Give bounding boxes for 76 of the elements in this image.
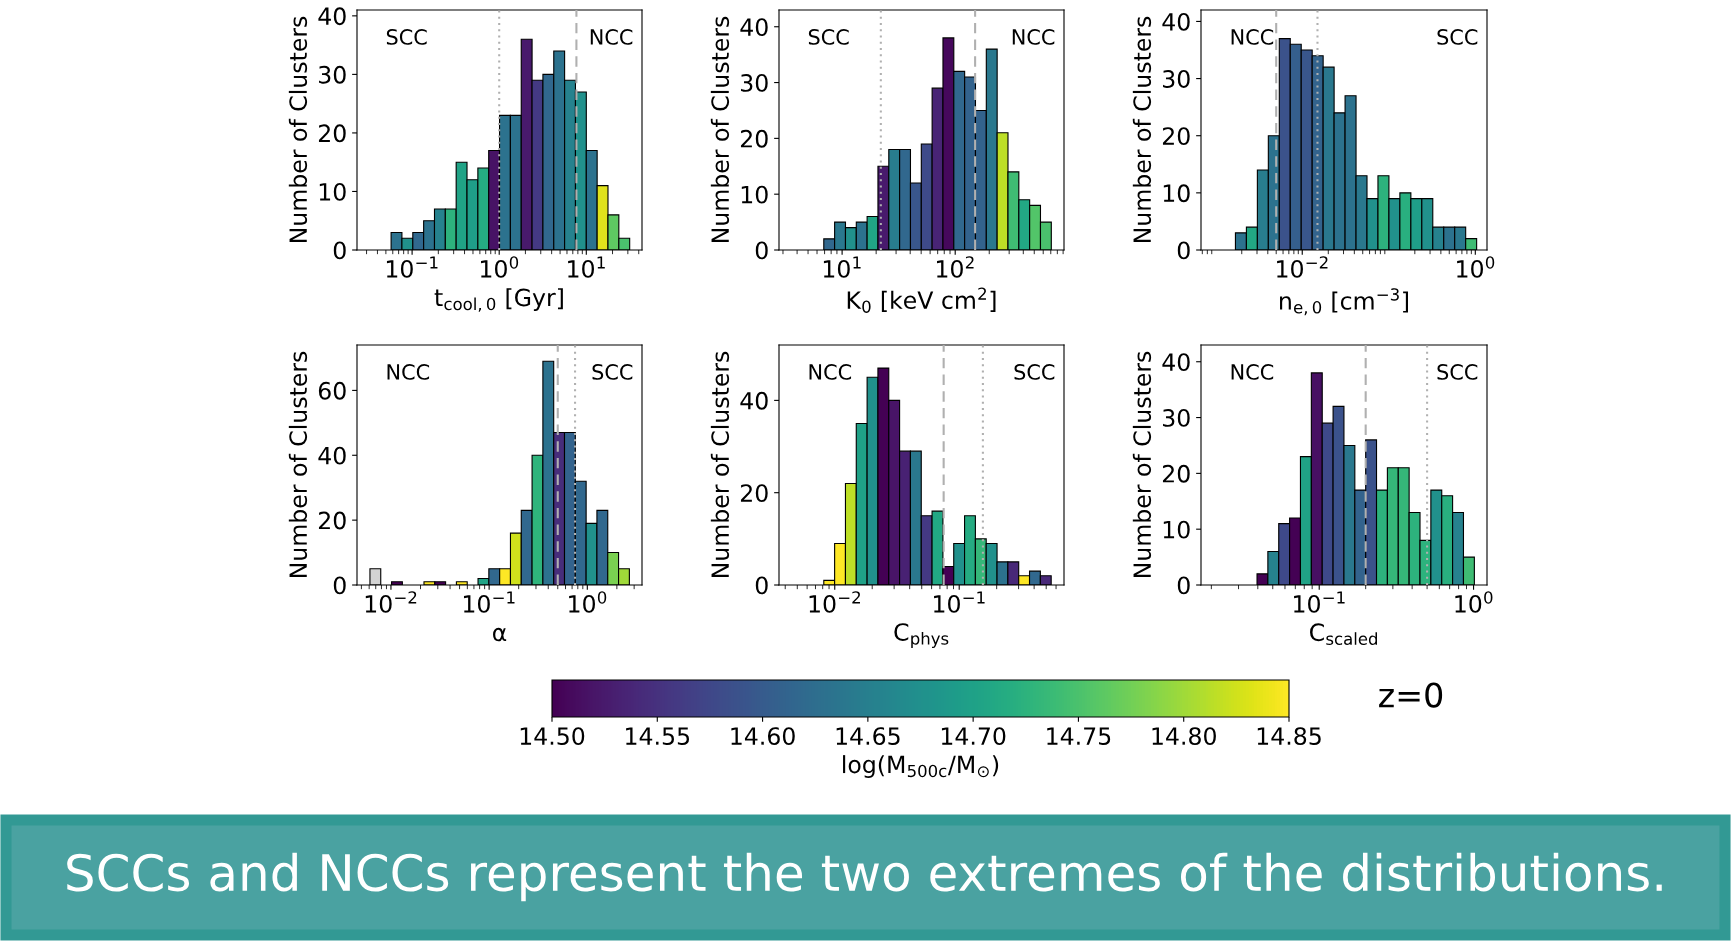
y-tick-label: 30: [319, 65, 346, 84]
y-tick-label: 20: [318, 124, 346, 143]
y-tick-label: 60: [318, 381, 346, 400]
x-tick-label: 10$^{−1}$: [934, 591, 985, 613]
x-tick-label: 10$^{0}$: [1457, 256, 1495, 278]
color-bar-label: 14.50: [520, 727, 585, 745]
x-tick-label: 10$^{0}$: [1455, 591, 1493, 613]
x-axis-title: C$_{scaled}$: [1310, 623, 1377, 645]
annotation: NCC: [1012, 29, 1055, 45]
y-tick-label: 30: [741, 74, 768, 92]
color-bar-label: 14.75: [1047, 727, 1111, 745]
annotation: NCC: [387, 364, 430, 380]
y-axis-title: Number of Clusters: [1132, 16, 1152, 243]
color-bar-label: 14.80: [1152, 727, 1216, 745]
y-tick-label: 30: [1163, 409, 1190, 427]
x-tick-label: 10$^{1}$: [568, 256, 605, 278]
x-axis-title: t$_{cool,0}$ [Gyr]: [434, 288, 563, 312]
text: SCCs and NCCs represent the two extremes of the distributions.: [67, 852, 1662, 902]
y-tick-label: 0: [1177, 241, 1190, 260]
y-axis-title: Number of Clusters: [710, 16, 730, 243]
color-bar-title: log(M$_{500c}$/M$_{⊙}$): [843, 755, 999, 778]
x-tick-label: 10$^{1}$: [823, 256, 861, 278]
y-tick-label: 10: [1163, 184, 1190, 203]
y-tick-label: 10: [1163, 520, 1190, 539]
y-tick-label: 0: [333, 576, 346, 595]
color-bar-label: 14.85: [1257, 727, 1321, 745]
x-tick-label: 10$^{−2}$: [1277, 256, 1328, 278]
x-tick-label: 10$^{0}$: [481, 256, 519, 278]
y-tick-label: 20: [740, 129, 768, 148]
annotation: SCC: [1437, 29, 1478, 45]
x-tick-label: 10$^{0}$: [569, 591, 607, 613]
annotation: SCC: [592, 364, 633, 380]
annotation: SCC: [1014, 364, 1055, 380]
y-tick-label: 20: [318, 511, 346, 530]
y-tick-label: 40: [740, 18, 768, 37]
y-tick-label: 20: [1162, 127, 1190, 146]
y-tick-label: 40: [318, 7, 346, 26]
color-bar-label: 14.60: [731, 727, 795, 745]
y-tick-label: 0: [333, 241, 346, 260]
y-axis-title: Number of Clusters: [288, 351, 308, 578]
y-tick-label: 40: [740, 391, 768, 410]
annotation: NCC: [1231, 364, 1274, 380]
y-axis-title: Number of Clusters: [1132, 351, 1152, 578]
y-tick-label: 40: [1162, 353, 1190, 372]
color-bar-label: 14.55: [626, 727, 690, 745]
x-tick-label: 10$^{−2}$: [365, 591, 417, 613]
x-tick-label: 10$^{−2}$: [809, 591, 860, 613]
y-tick-label: 0: [755, 576, 768, 595]
x-tick-label: 10$^{−1}$: [1294, 591, 1345, 613]
annotation: NCC: [1231, 29, 1274, 45]
x-tick-label: 10$^{2}$: [937, 256, 974, 278]
y-tick-label: 10: [319, 182, 346, 201]
annotation: SCC: [386, 29, 427, 45]
x-axis-title: K$_{0}$ [keV cm$^{2}$]: [847, 287, 996, 313]
y-tick-label: 20: [1162, 464, 1190, 483]
x-tick-label: 10$^{−1}$: [386, 256, 438, 278]
y-tick-label: 40: [318, 446, 346, 465]
x-tick-label: 10$^{−1}$: [463, 591, 515, 613]
annotation: NCC: [590, 29, 633, 45]
annotation: SCC: [1437, 364, 1478, 380]
color-bar-label: 14.70: [941, 727, 1006, 745]
x-axis-title: α: [493, 627, 507, 642]
text: z=0: [1379, 682, 1443, 708]
y-tick-label: 40: [1162, 12, 1190, 31]
y-axis-title: Number of Clusters: [710, 351, 730, 578]
y-tick-label: 0: [1177, 576, 1190, 595]
y-tick-label: 20: [740, 484, 768, 502]
annotation: SCC: [808, 29, 849, 45]
y-tick-label: 0: [755, 241, 768, 260]
x-axis-title: n$_{e,0}$ [cm$^{−3}$]: [1280, 288, 1408, 316]
annotation: NCC: [809, 364, 852, 380]
x-axis-title: C$_{phys}$: [894, 623, 949, 648]
y-axis-title: Number of Clusters: [288, 16, 308, 243]
y-tick-label: 10: [741, 185, 768, 204]
color-bar-label: 14.65: [836, 727, 900, 745]
y-tick-label: 30: [1163, 70, 1190, 88]
